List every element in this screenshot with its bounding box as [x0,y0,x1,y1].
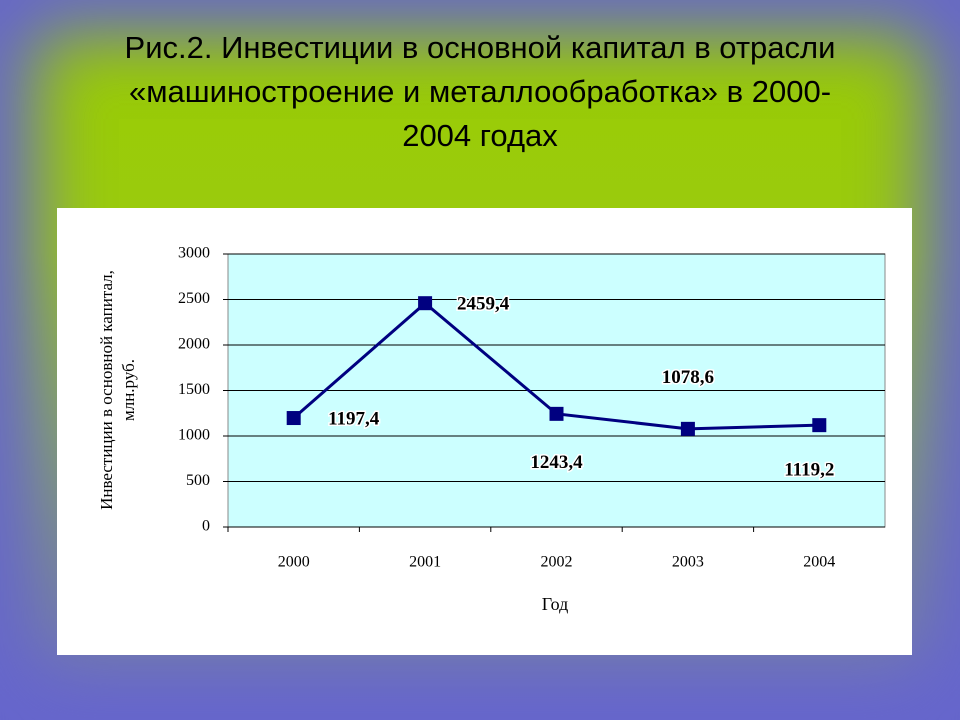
y-tick-label: 1000 [178,427,210,444]
data-label: 1078,6 [662,367,714,388]
y-tick-label: 2500 [178,290,210,307]
data-label: 1119,2 [784,460,834,481]
marker [418,296,433,311]
x-tick-label: 2001 [409,554,441,571]
slide-title: Рис.2. Инвестиции в основной капитал в о… [124,30,836,153]
y-tick-label: 2000 [178,336,210,353]
x-tick-label: 2004 [803,554,835,571]
x-tick-label: 2002 [541,554,573,571]
marker [549,406,564,421]
data-label: 1243,4 [530,452,583,473]
marker [812,418,827,433]
marker [680,421,695,436]
marker [286,411,301,426]
data-label: 1197,4 [328,408,380,429]
x-axis-label: Год [542,594,568,614]
y-tick-label: 0 [202,518,210,535]
x-tick-label: 2000 [278,554,310,571]
data-label: 2459,4 [457,294,510,315]
y-tick-label: 500 [186,472,210,489]
y-tick-label: 1500 [178,381,210,398]
x-tick-label: 2003 [672,554,704,571]
y-axis-label: Инвестиции в основной капитал, млн.руб. [97,270,138,510]
y-tick-label: 3000 [178,245,210,262]
